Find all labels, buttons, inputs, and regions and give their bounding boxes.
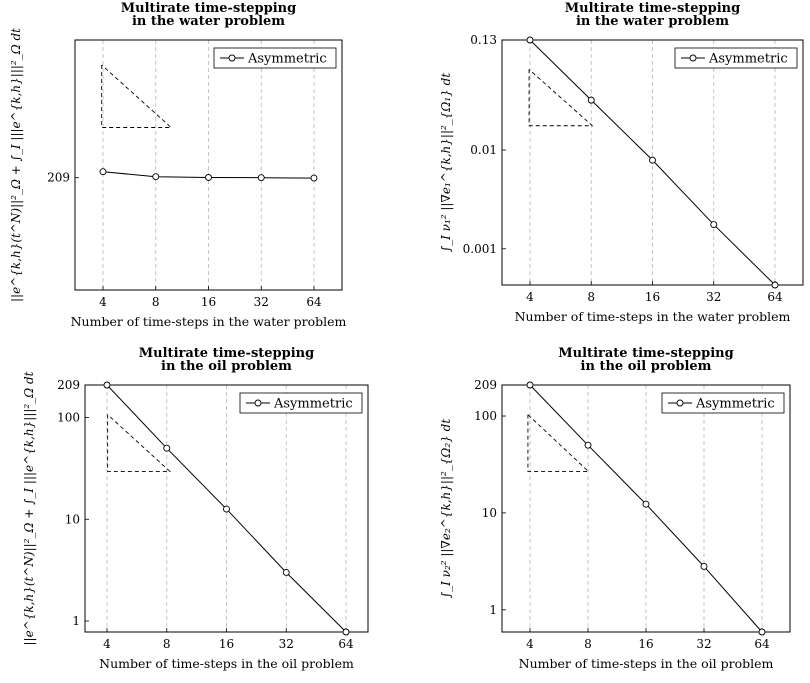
panel-3-data-point-3 bbox=[223, 505, 230, 513]
panel-4-y-axis-label: ∫_I ν₂² ||∇e₂^{k,h}||²_{Ω₂} dt bbox=[439, 419, 453, 598]
panel-2-y-axis-label: ∫_I ν₁² ||∇e₁^{k,h}||²_{Ω₁} dt bbox=[439, 73, 453, 252]
panel-4-data-point-3 bbox=[642, 500, 650, 508]
panel-2-x-axis-label: Number of time-steps in the water proble… bbox=[515, 309, 791, 324]
panel-4-data-point-4 bbox=[700, 563, 708, 570]
panel-1-legend-box bbox=[213, 47, 337, 69]
panel-3-y-tick-label-2: 10 bbox=[65, 512, 80, 526]
panel-4-x-tick-label-2: 8 bbox=[584, 637, 592, 651]
panel-2-x-tick-label-3: 16 bbox=[645, 290, 660, 304]
panel-1-title-line-2: in the water problem bbox=[132, 14, 285, 29]
panel-4-x-tick-label-3: 16 bbox=[638, 637, 653, 651]
panel-1-data-point-4 bbox=[257, 174, 265, 182]
panel-2-x-tick-label-4: 32 bbox=[706, 290, 721, 304]
panel-3-y-tick-label-4: 209 bbox=[57, 378, 80, 392]
panel-1-data-point-3 bbox=[205, 174, 212, 181]
panel-3-x-tick-label-5: 64 bbox=[338, 637, 354, 651]
panel-3-x-tick-label-4: 32 bbox=[279, 637, 294, 651]
panel-3-y-tick-label-3: 100 bbox=[57, 411, 80, 425]
panel-4-x-tick-label-5: 64 bbox=[754, 637, 770, 651]
panel-4-x-tick-label-1: 4 bbox=[526, 637, 534, 651]
panel-1-data-point-1 bbox=[99, 168, 107, 176]
panel-4-data-point-5 bbox=[758, 628, 766, 636]
panel-2-x-tick-label-1: 4 bbox=[526, 290, 534, 304]
panel-4-legend-marker bbox=[676, 399, 684, 407]
panel-1-legend-marker bbox=[228, 54, 236, 62]
panel-1-y-tick-label-1: 209 bbox=[47, 171, 70, 185]
panel-2-title-line-1: Multirate time-stepping bbox=[565, 1, 740, 16]
panel-1-legend-label: Asymmetric bbox=[247, 52, 327, 67]
panel-1-x-tick-label-5: 64 bbox=[306, 295, 322, 309]
panel-2-y-tick-label-3: 0.13 bbox=[470, 33, 497, 47]
panel-3-data-point-2 bbox=[163, 444, 171, 452]
panel-3-x-tick-label-2: 8 bbox=[163, 637, 171, 651]
panel-2-y-tick-label-2: 0.01 bbox=[470, 143, 497, 157]
panel-2-data-point-2 bbox=[587, 96, 595, 104]
panel-3-y-tick-label-1: 1 bbox=[72, 614, 80, 628]
panel-2-data-point-3 bbox=[649, 156, 656, 164]
panel-3-slope-triangle bbox=[107, 414, 172, 472]
panel-1-x-axis-label: Number of time-steps in the water proble… bbox=[71, 314, 347, 329]
panel-4-legend-label: Asymmetric bbox=[695, 397, 775, 412]
panel-1-slope-triangle bbox=[101, 64, 173, 128]
panel-4-title-line-2: in the oil problem bbox=[581, 359, 712, 374]
panel-3-data-point-1 bbox=[103, 381, 111, 389]
panel-4-y-tick-label-1: 1 bbox=[489, 603, 497, 617]
panel-3-title-line-1: Multirate time-stepping bbox=[139, 346, 314, 361]
panel-2-title-line-2: in the water problem bbox=[576, 14, 729, 29]
panel-1-x-tick-label-1: 4 bbox=[99, 295, 107, 309]
panel-3-x-tick-label-3: 16 bbox=[219, 637, 234, 651]
panel-4-y-tick-label-2: 10 bbox=[482, 506, 497, 520]
panel-3-legend-label: Asymmetric bbox=[273, 397, 353, 412]
panel-3-x-tick-label-1: 4 bbox=[103, 637, 111, 651]
panel-4-y-tick-label-3: 100 bbox=[474, 409, 497, 423]
panel-2-data-point-1 bbox=[526, 36, 534, 44]
panel-4-data-point-2 bbox=[584, 441, 592, 449]
panel-4-x-tick-label-4: 32 bbox=[696, 637, 711, 651]
panel-1-x-tick-label-4: 32 bbox=[254, 295, 269, 309]
panel-3-title-line-2: in the oil problem bbox=[161, 359, 292, 374]
panel-2-y-tick-label-1: 0.001 bbox=[463, 242, 497, 256]
panel-1-x-tick-label-3: 16 bbox=[201, 295, 216, 309]
panel-4-slope-triangle bbox=[527, 414, 590, 472]
panel-1-y-axis-label: ||e^{k,h}(t^N)||²_Ω + ∫_I |||e^{k,h}|||²… bbox=[9, 28, 23, 302]
panel-3-legend-box bbox=[239, 392, 363, 414]
panel-3-legend-marker bbox=[254, 399, 262, 407]
panel-3-x-axis-label: Number of time-steps in the oil problem bbox=[99, 656, 354, 671]
panel-3-y-axis-label: ||e^{k,h}(t^N)||²_Ω + ∫_I |||e^{k,h}|||²… bbox=[22, 371, 36, 645]
panel-1-data-point-2 bbox=[152, 173, 160, 181]
panel-1-data-point-5 bbox=[310, 174, 318, 182]
panel-4-data-point-1 bbox=[526, 381, 534, 389]
panel-2-legend-box bbox=[674, 47, 798, 69]
panel-1-title-line-1: Multirate time-stepping bbox=[121, 1, 296, 16]
panel-2-legend-marker bbox=[689, 54, 697, 62]
panel-2-x-tick-label-5: 64 bbox=[767, 290, 783, 304]
panel-2-slope-triangle bbox=[528, 69, 594, 127]
panel-2-data-point-5 bbox=[771, 281, 779, 289]
panel-2-legend-label: Asymmetric bbox=[708, 52, 788, 67]
panel-1-x-tick-label-2: 8 bbox=[152, 295, 160, 309]
panel-3-data-point-5 bbox=[342, 628, 350, 636]
panel-4-y-tick-label-4: 209 bbox=[474, 378, 497, 392]
panel-4-x-axis-label: Number of time-steps in the oil problem bbox=[519, 656, 774, 671]
panel-4-legend-box bbox=[661, 392, 785, 414]
panel-2-x-tick-label-2: 8 bbox=[587, 290, 595, 304]
panel-4-title-line-1: Multirate time-stepping bbox=[558, 346, 733, 361]
panel-3-data-point-4 bbox=[282, 569, 290, 576]
panel-2-data-point-4 bbox=[710, 221, 718, 228]
